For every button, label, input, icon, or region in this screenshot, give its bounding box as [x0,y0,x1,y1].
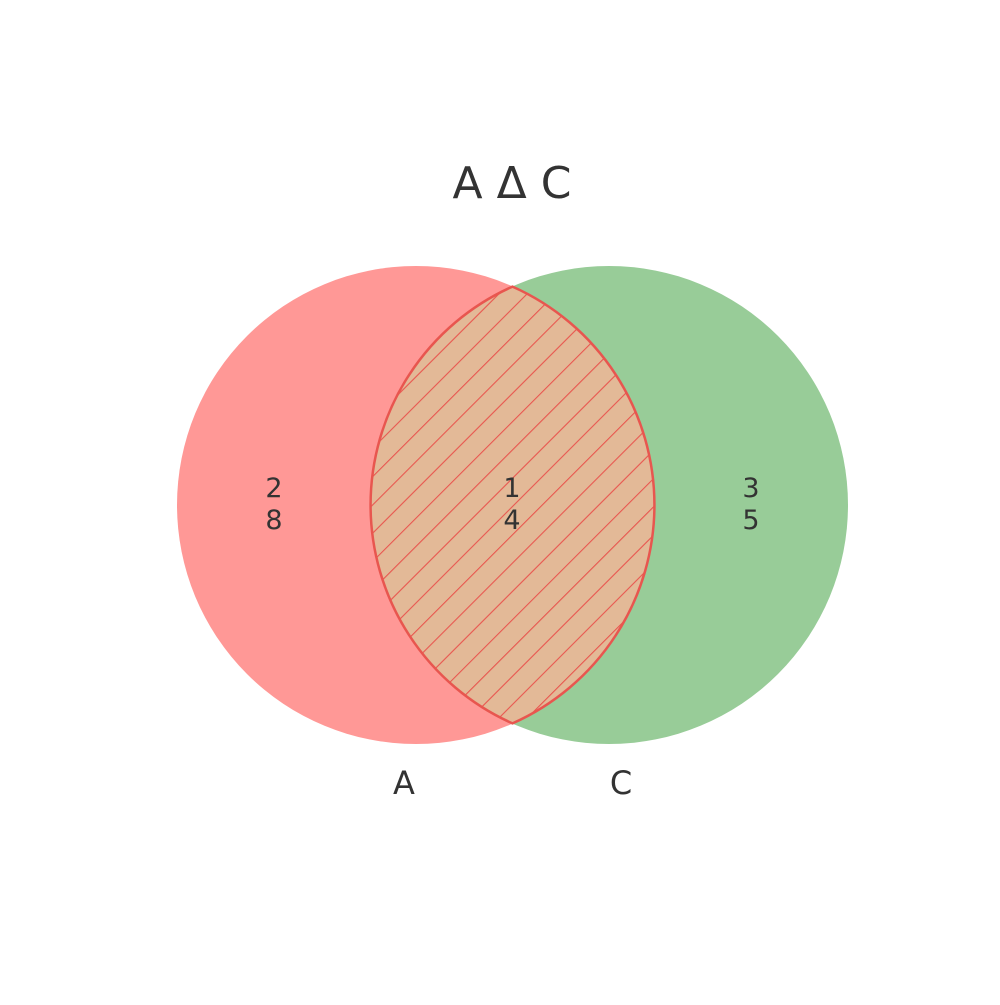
intersection-region [370,266,655,744]
region-a-only-line2: 8 [265,505,282,536]
region-c-only-line1: 3 [742,473,759,504]
intersection-outline [369,285,656,725]
diagram-title: A Δ C [453,158,572,209]
region-a-only-line1: 2 [265,473,282,504]
set-a-label: A [393,764,415,802]
region-both-line2: 4 [503,505,520,536]
region-both-line1: 1 [503,473,520,504]
set-c-label: C [610,764,632,802]
region-c-only-line2: 5 [742,505,759,536]
